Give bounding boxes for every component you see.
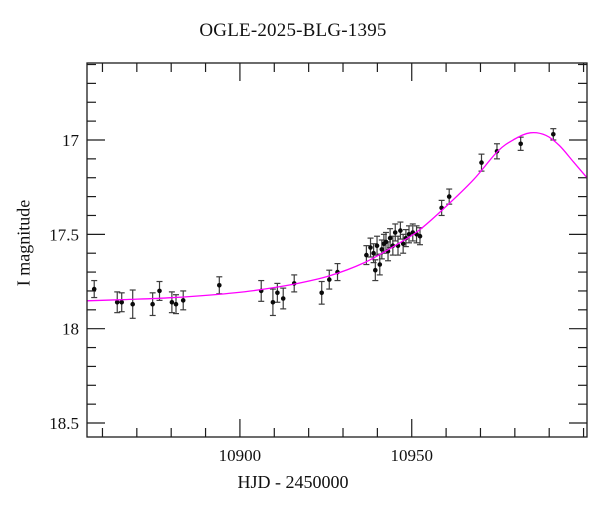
plot-frame [86, 62, 588, 438]
data-point [383, 239, 389, 245]
data-point [180, 298, 186, 303]
plot-title: OGLE-2025-BLG-1395 [199, 20, 387, 41]
y-tick-label: 18 [62, 320, 79, 339]
data-point [551, 132, 556, 137]
data-points [91, 132, 556, 307]
data-point [368, 245, 373, 250]
data-point [275, 290, 280, 296]
data-point [169, 300, 175, 305]
y-axis-title-text: I magnitude [13, 199, 34, 287]
data-point [150, 301, 155, 307]
data-point [280, 296, 286, 301]
y-tick-label: 18.5 [49, 414, 79, 433]
data-point [371, 250, 376, 256]
x-tick-label: 10950 [390, 446, 433, 465]
data-point [417, 233, 423, 239]
data-point [379, 247, 385, 252]
x-tick-label: 10900 [219, 446, 262, 465]
data-point [327, 277, 332, 282]
data-point [398, 228, 403, 233]
data-point [217, 283, 222, 288]
y-tick-label: 17.5 [49, 225, 79, 244]
x-axis-title: HJD - 2450000 [237, 472, 349, 492]
y-tick-label: 17 [62, 131, 80, 150]
data-point [392, 230, 398, 235]
data-point [406, 232, 412, 237]
tick-labels: 10900 10950 17 17.5 18 18.5 [49, 131, 433, 465]
data-point [377, 262, 383, 267]
data-point [130, 301, 135, 307]
data-point [446, 194, 452, 199]
data-point [373, 267, 378, 273]
model-curve [86, 131, 588, 302]
data-point [173, 301, 179, 307]
data-point [364, 252, 369, 258]
data-point [387, 235, 393, 241]
data-point [518, 141, 523, 147]
data-point [400, 241, 406, 247]
data-point [319, 290, 325, 296]
axis-ticks [87, 63, 587, 437]
data-point [270, 300, 276, 305]
data-point [91, 286, 97, 292]
data-point [119, 300, 124, 305]
data-point [374, 243, 380, 248]
data-point [114, 300, 120, 305]
data-point [479, 160, 484, 165]
data-point [157, 288, 162, 294]
